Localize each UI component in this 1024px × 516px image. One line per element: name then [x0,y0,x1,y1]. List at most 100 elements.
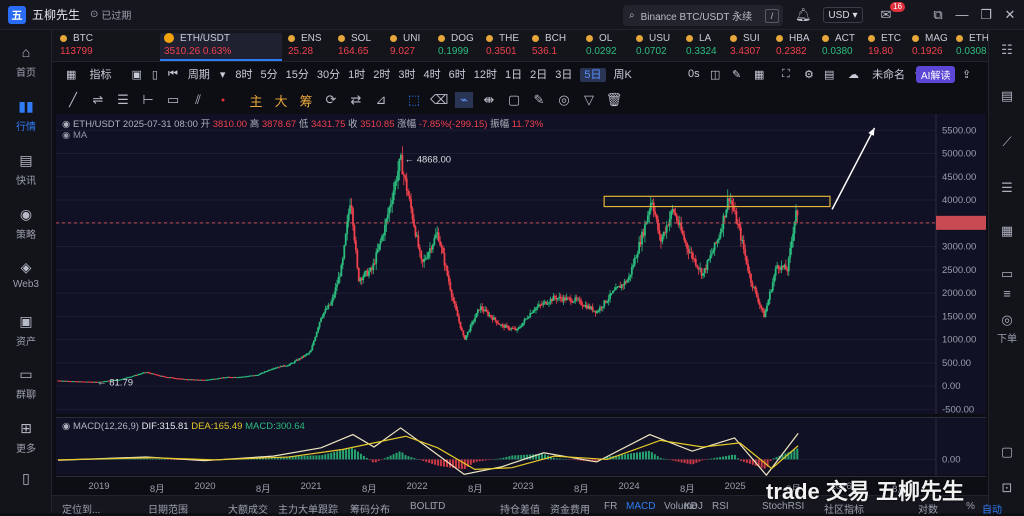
time-axis[interactable]: 2019 8月 2020 8月 2021 8月 2022 8月 2023 8月 2024 8月 2025… [56,476,986,495]
interval-15分[interactable]: 15分 [285,69,309,81]
interval-3时[interactable]: 3时 [398,69,416,81]
ticker-item-ens[interactable]: ENS 25.28 [288,33,322,61]
restore-icon[interactable]: ❐ [980,7,992,22]
magnet-icon[interactable]: ⌁ [455,92,473,108]
bottom-item-1[interactable]: 日期范围 [148,505,188,516]
ai-analysis-button[interactable]: AI解读 [916,65,956,83]
trash-icon[interactable]: 🗑︎ [605,92,623,107]
nav-home[interactable]: ⌂ 首页 [16,44,36,79]
settings-icon[interactable]: ⊡ [1001,480,1013,495]
search-input[interactable]: ⌕ Binance BTC/USDT 永续 / [623,5,783,26]
ray-icon[interactable]: ⇌ [92,92,104,107]
horizontal-line-icon[interactable]: ⊢ [142,92,154,107]
ticker-item-uni[interactable]: UNI 9.027 [390,33,420,61]
interval-5日[interactable]: 5日 [580,68,606,82]
bottom-item-17[interactable]: % [966,501,975,512]
bottom-item-5[interactable]: BOLL [410,501,436,512]
nav-web3[interactable]: ◈ Web3 [13,259,39,290]
interval-4时[interactable]: 4时 [423,69,441,81]
nav-news[interactable]: ▤ 快讯 [16,152,36,187]
brush-icon[interactable]: ⫽ [195,92,201,107]
eye-icon[interactable]: ◉ [62,119,71,130]
period-button[interactable]: 周期 ▾ [187,69,226,81]
layout-grid-icon[interactable]: ▦ [754,68,765,81]
nav-device[interactable]: ▯ [0,470,52,490]
price-chart[interactable]: 5500.005000.004500.004000.003500.003000.… [56,114,986,415]
left-scroll-icon[interactable]: ⏮ [167,67,178,80]
template-icon[interactable]: ▤ [824,68,835,81]
ma-legend[interactable]: ◉ MA [62,130,88,141]
main-force-button[interactable]: 主 [249,93,263,109]
ticker-item-bch[interactable]: BCH 536.1 [532,33,566,61]
nav-market[interactable]: ▮▮ 行情 [16,98,36,133]
bottom-item-6[interactable]: TD [432,501,446,512]
chart-line-icon[interactable]: ⟋ [1002,134,1012,149]
bottom-item-9[interactable]: FR [604,501,618,512]
interval-1日[interactable]: 1日 [505,69,523,81]
bottom-item-15[interactable]: 社区指标 [824,505,864,516]
edit-icon[interactable]: ✎ [533,92,545,107]
trendline-icon[interactable]: ╱ [69,92,77,107]
filter-icon[interactable]: ▽ [584,92,594,107]
bell-icon[interactable]: 🔔︎ [795,7,812,22]
interval-30分[interactable]: 30分 [316,69,341,81]
camera-icon[interactable]: ◫ [710,68,721,81]
bottom-item-4[interactable]: 筹码分布 [350,505,390,516]
mirror-icon[interactable]: ⊿ [375,92,387,107]
interval-1时[interactable]: 1时 [348,69,366,81]
bottom-item-14[interactable]: StochRSI [762,501,805,512]
window-icon[interactable]: ▢ [1000,444,1014,459]
hide-icon[interactable]: ◎ [558,92,570,107]
interval-2日[interactable]: 2日 [530,69,548,81]
news-list-icon[interactable]: ☰ [1001,180,1013,195]
interval-2时[interactable]: 2时 [373,69,391,81]
order-icon[interactable]: ◎ [1001,312,1013,327]
bottom-item-18[interactable]: 自动 [982,505,1002,516]
rectangle-icon[interactable]: ▭ [166,92,180,107]
interval-8时[interactable]: 8时 [235,69,253,81]
ticker-item-mag[interactable]: MAG 0.1926 [912,33,948,61]
ticker-item-usu[interactable]: USU 0.0702 [636,33,670,61]
interval-3日[interactable]: 3日 [555,69,573,81]
fullscreen-icon[interactable]: ⛶ [782,67,790,80]
replay-icon[interactable]: ⟳ [325,92,337,107]
bottom-item-7[interactable]: 持仓差值 [500,505,540,516]
bottom-item-13[interactable]: RSI [712,501,729,512]
ticker-item-etc[interactable]: ETC 19.80 [868,33,901,61]
ticker-item-act[interactable]: ACT 0.0380 [822,33,855,61]
ticker-item-the[interactable]: THE 0.3501 [486,33,519,61]
nav-chat[interactable]: ▭ 群聊 [16,366,36,401]
settings-gear-icon[interactable]: ⚙ [804,68,814,81]
macd-pane[interactable]: 0.00 [56,417,986,477]
select-icon[interactable]: ⬚ [407,92,421,107]
lock-icon[interactable]: ▢ [507,92,521,107]
bottom-item-12[interactable]: KDJ [684,501,703,512]
calendar-icon[interactable]: ▣ [131,68,142,81]
interval-6时[interactable]: 6时 [448,69,466,81]
unnamed-layout[interactable]: ☁ 未命名▾ [848,69,921,81]
bottom-item-8[interactable]: 资金费用 [550,505,590,516]
interval-周K[interactable]: 周K [613,69,632,81]
nav-strategy[interactable]: ◉ 策略 [16,206,36,241]
eye-icon[interactable]: ◉ [62,421,71,432]
ticker-item-sui[interactable]: SUI 3.4307 [730,33,761,61]
pencil-icon[interactable]: ✎ [732,68,742,81]
nav-more[interactable]: ⊞ 更多 [16,420,36,455]
bottom-item-10[interactable]: MACD [626,501,656,512]
currency-select[interactable]: USD ▾ [823,7,863,23]
big-order-button[interactable]: 大 [274,93,288,109]
layout-icon[interactable]: ☷ [1001,42,1013,57]
parallel-lines-icon[interactable]: ☰ [117,92,129,107]
ticker-item-ol[interactable]: OL 0.0292 [586,33,617,61]
ruler-icon[interactable]: ⌫ [430,92,449,107]
nav-assets[interactable]: ▣ 资产 [16,313,36,348]
calculator-icon[interactable]: ▦ [1000,223,1014,238]
mail-icon[interactable]: ✉ [880,7,892,22]
list-icon[interactable]: ≡ [1003,286,1011,301]
external-window-icon[interactable]: ⧉ [933,7,943,22]
minimize-icon[interactable]: — [955,7,969,22]
bottom-item-0[interactable]: 定位到... [62,505,101,516]
orderbook-icon[interactable]: ▤ [1000,88,1014,103]
indicator-button[interactable]: ▦ 指标 [66,69,112,81]
ticker-item-btc[interactable]: BTC 113799 [60,33,93,61]
